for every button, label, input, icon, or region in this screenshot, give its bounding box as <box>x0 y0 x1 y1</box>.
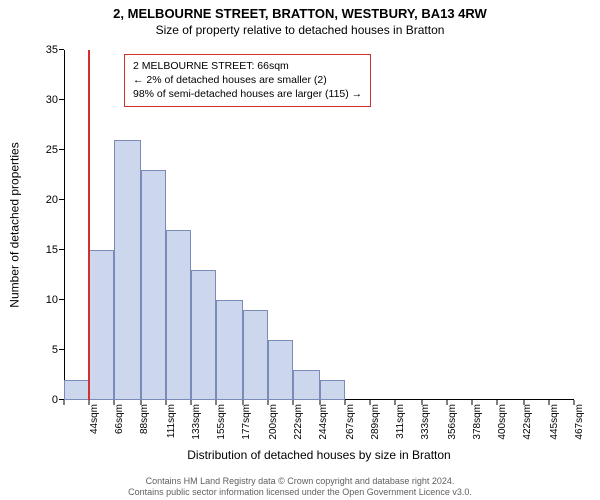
x-tick-mark <box>497 400 498 405</box>
x-tick-mark <box>395 400 396 405</box>
x-tick-label: 333sqm <box>420 404 431 454</box>
x-tick-mark <box>140 400 141 405</box>
y-tick-mark <box>59 249 64 250</box>
y-axis-label: Number of detached properties <box>6 50 24 400</box>
y-tick-mark <box>59 49 64 50</box>
info-box: 2 MELBOURNE STREET: 66sqm← 2% of detache… <box>124 54 371 107</box>
x-tick-mark <box>216 400 217 405</box>
property-marker-line <box>88 50 90 400</box>
x-tick-mark <box>166 400 167 405</box>
y-tick-label: 5 <box>52 344 64 356</box>
x-tick-mark <box>268 400 269 405</box>
x-tick-label: 311sqm <box>395 404 406 454</box>
x-tick-label: 44sqm <box>89 404 100 454</box>
y-tick-label: 20 <box>46 194 64 206</box>
y-axis-line <box>64 50 65 400</box>
x-tick-mark <box>472 400 473 405</box>
x-tick-label: 445sqm <box>549 404 560 454</box>
histogram-bar <box>141 170 166 400</box>
x-tick-label: 155sqm <box>216 404 227 454</box>
x-tick-mark <box>574 400 575 405</box>
chart-title-line2: Size of property relative to detached ho… <box>0 21 600 37</box>
chart-container: 2, MELBOURNE STREET, BRATTON, WESTBURY, … <box>0 0 600 500</box>
x-tick-label: 267sqm <box>345 404 356 454</box>
info-box-line: 98% of semi-detached houses are larger (… <box>133 87 362 101</box>
x-tick-mark <box>548 400 549 405</box>
x-tick-mark <box>242 400 243 405</box>
x-tick-label: 111sqm <box>166 404 177 454</box>
x-axis-label: Distribution of detached houses by size … <box>64 448 574 462</box>
x-tick-label: 244sqm <box>318 404 329 454</box>
x-tick-label: 177sqm <box>241 404 252 454</box>
y-tick-mark <box>59 199 64 200</box>
x-tick-label: 400sqm <box>497 404 508 454</box>
x-tick-label: 422sqm <box>522 404 533 454</box>
x-tick-mark <box>344 400 345 405</box>
histogram-bar <box>268 340 293 400</box>
x-tick-label: 200sqm <box>268 404 279 454</box>
x-tick-mark <box>64 400 65 405</box>
footer-line2: Contains public sector information licen… <box>0 487 600 498</box>
x-tick-mark <box>89 400 90 405</box>
y-tick-mark <box>59 99 64 100</box>
x-tick-mark <box>114 400 115 405</box>
histogram-bar <box>293 370 319 400</box>
y-tick-label: 0 <box>52 394 64 406</box>
x-tick-label: 133sqm <box>191 404 202 454</box>
x-tick-label: 378sqm <box>472 404 483 454</box>
y-tick-label: 35 <box>46 44 64 56</box>
histogram-bar <box>320 380 345 400</box>
x-tick-mark <box>191 400 192 405</box>
x-tick-mark <box>523 400 524 405</box>
footer-line1: Contains HM Land Registry data © Crown c… <box>0 476 600 487</box>
histogram-bar <box>166 230 191 400</box>
x-tick-label: 88sqm <box>139 404 150 454</box>
x-tick-label: 289sqm <box>370 404 381 454</box>
histogram-bar <box>243 310 268 400</box>
chart-title-line1: 2, MELBOURNE STREET, BRATTON, WESTBURY, … <box>0 0 600 21</box>
x-tick-label: 467sqm <box>574 404 585 454</box>
y-tick-mark <box>59 299 64 300</box>
histogram-bar <box>64 380 89 400</box>
x-tick-mark <box>370 400 371 405</box>
info-box-line: 2 MELBOURNE STREET: 66sqm <box>133 59 362 73</box>
histogram-bar <box>89 250 114 400</box>
info-box-line: ← 2% of detached houses are smaller (2) <box>133 73 362 87</box>
y-tick-mark <box>59 149 64 150</box>
y-tick-mark <box>59 349 64 350</box>
footer-attribution: Contains HM Land Registry data © Crown c… <box>0 476 600 499</box>
x-tick-label: 222sqm <box>293 404 304 454</box>
x-tick-mark <box>446 400 447 405</box>
y-tick-label: 10 <box>46 294 64 306</box>
y-tick-label: 15 <box>46 244 64 256</box>
histogram-bar <box>191 270 216 400</box>
x-tick-mark <box>319 400 320 405</box>
x-tick-label: 66sqm <box>114 404 125 454</box>
x-tick-label: 356sqm <box>447 404 458 454</box>
histogram-bar <box>216 300 242 400</box>
plot-area: 0510152025303544sqm66sqm88sqm111sqm133sq… <box>64 50 574 400</box>
histogram-bar <box>114 140 140 400</box>
x-tick-mark <box>293 400 294 405</box>
y-tick-label: 25 <box>46 144 64 156</box>
x-tick-mark <box>421 400 422 405</box>
y-tick-label: 30 <box>46 94 64 106</box>
